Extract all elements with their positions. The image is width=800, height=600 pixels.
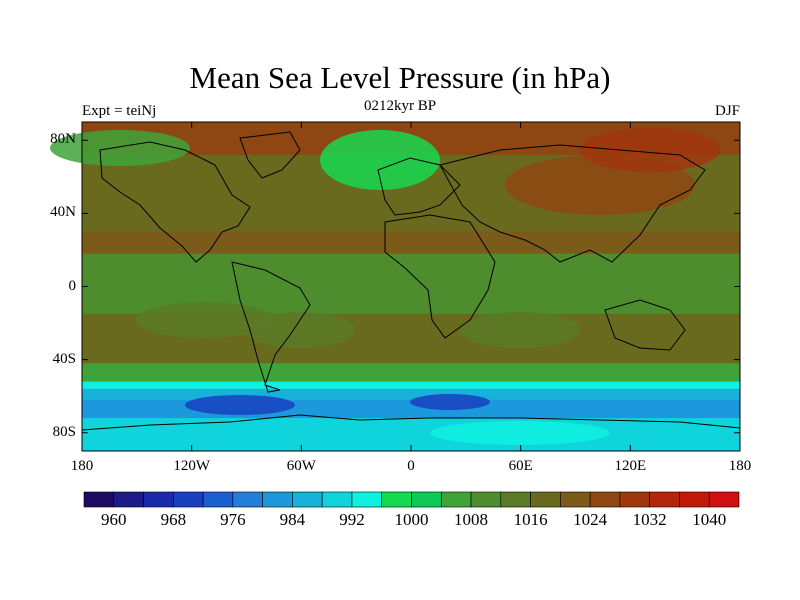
colorbar-label: 1032 — [632, 510, 667, 529]
colorbar-swatch — [708, 491, 740, 508]
coastline-3 — [377, 157, 461, 216]
lat-tick-label: 40N — [50, 204, 76, 221]
colorbar-swatch — [143, 491, 174, 508]
colorbar-swatch — [679, 491, 710, 508]
colorbar-label: 984 — [279, 510, 306, 529]
coastline-7 — [81, 414, 741, 431]
lat-tick-label: 0 — [68, 277, 77, 294]
lon-tick-label: 0 — [407, 458, 415, 474]
coastline-4 — [384, 214, 496, 339]
lon-tick-label: 60W — [286, 458, 316, 474]
colorbar-swatch — [173, 491, 204, 508]
axis-ticks — [81, 122, 741, 451]
lat-tick-label: 40S — [52, 350, 76, 367]
lon-tick-label: 180 — [70, 458, 94, 474]
lon-tick-label: 120E — [614, 458, 647, 474]
coastline-6 — [604, 299, 686, 351]
colorbar-swatch — [83, 491, 115, 508]
colorbar-label: 1024 — [573, 510, 608, 529]
antarctic-high-cell — [430, 421, 610, 445]
colorbar-label: 968 — [160, 510, 187, 529]
pressure-band — [82, 388, 740, 401]
lon-tick-label: 60E — [508, 458, 533, 474]
figure-subtitle: 0212kyr BP — [363, 98, 437, 114]
colorbar-label: 1016 — [513, 510, 548, 529]
pressure-band — [82, 231, 740, 255]
figure-title: Mean Sea Level Pressure (in hPa) — [189, 60, 611, 95]
experiment-label: Expt = teiNj — [82, 103, 157, 119]
southern-low-cell-2 — [410, 394, 490, 410]
colorbar-label: 1008 — [454, 510, 489, 529]
pressure-band — [82, 381, 740, 390]
colorbar-swatch — [440, 491, 472, 508]
lat-tick-label: 80N — [50, 131, 76, 148]
coastline-1 — [239, 131, 301, 179]
colorbar-label: 960 — [101, 510, 127, 529]
colorbar — [83, 491, 740, 508]
indian-ocean-high-cell — [460, 312, 580, 348]
colorbar-label: 1040 — [692, 510, 727, 529]
colorbar-swatch — [589, 491, 621, 508]
colorbar-label: 976 — [220, 510, 246, 529]
coastline-2 — [231, 261, 311, 393]
coastline-5 — [439, 144, 706, 263]
colorbar-swatch — [113, 491, 144, 508]
south-pacific-high-cell — [135, 302, 275, 338]
colorbar-swatch — [619, 491, 650, 508]
colorbar-swatch — [500, 491, 531, 508]
colorbar-swatch — [262, 491, 293, 508]
colorbar-swatch — [560, 491, 591, 508]
colorbar-label: 1000 — [394, 510, 429, 529]
southern-low-cell-1 — [185, 395, 295, 415]
colorbar-swatch — [411, 491, 442, 508]
season-label: DJF — [714, 103, 740, 119]
colorbar-swatch — [351, 491, 383, 508]
aleutian-low-cell — [50, 130, 190, 166]
pressure-band — [82, 363, 740, 383]
colorbar-swatch — [470, 491, 502, 508]
colorbar-swatch — [381, 491, 412, 508]
lat-tick-label: 80S — [52, 423, 76, 440]
icelandic-low-cell — [320, 130, 440, 190]
lon-tick-label: 120W — [173, 458, 210, 474]
colorbar-swatch — [232, 491, 263, 508]
colorbar-swatch — [649, 491, 680, 508]
colorbar-swatch — [321, 491, 353, 508]
pressure-field — [50, 122, 740, 452]
coastline-0 — [99, 141, 251, 263]
colorbar-swatch — [202, 491, 234, 508]
colorbar-label: 992 — [339, 510, 365, 529]
colorbar-swatch — [530, 491, 561, 508]
arctic-high-cell — [580, 128, 720, 172]
lon-tick-label: 180 — [728, 458, 752, 474]
colorbar-swatch — [292, 491, 323, 508]
coastlines — [81, 131, 741, 431]
